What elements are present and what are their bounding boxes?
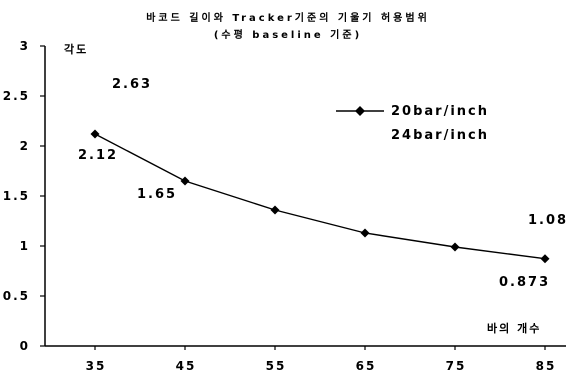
y-axis-label: 각도 <box>64 43 89 56</box>
data-point-marker <box>360 228 370 238</box>
y-tick-label: 0.5 <box>3 289 30 303</box>
x-tick-label: 35 <box>86 359 107 373</box>
legend-marker <box>355 106 365 116</box>
x-tick-label: 65 <box>356 359 377 373</box>
y-tick-label: 2 <box>20 139 30 153</box>
data-label: 1.65 <box>137 187 177 202</box>
chart-subtitle: (수평 baseline 기준) <box>213 30 363 41</box>
y-tick-label: 2.5 <box>3 89 30 103</box>
x-tick-label: 85 <box>536 359 557 373</box>
data-point-marker <box>540 254 550 264</box>
data-label: 2.63 <box>112 77 152 92</box>
chart-title: 바코드 길이와 Tracker기준의 기울기 허용범위 <box>146 13 430 24</box>
y-tick-label: 3 <box>20 39 30 53</box>
y-tick-label: 0 <box>20 339 30 353</box>
data-point-marker <box>450 242 460 252</box>
data-point-marker <box>90 129 100 139</box>
data-label: 1.08 <box>528 213 568 228</box>
data-point-marker <box>270 205 280 215</box>
legend-label: 24bar/inch <box>391 128 489 143</box>
x-tick-label: 45 <box>176 359 197 373</box>
data-label: 2.12 <box>78 148 118 163</box>
y-tick-label: 1 <box>20 239 30 253</box>
data-label: 0.873 <box>499 275 550 290</box>
series-line <box>94 133 546 260</box>
x-axis-label: 바의 개수 <box>487 322 542 335</box>
data-point-marker <box>180 176 190 186</box>
y-tick-label: 1.5 <box>3 189 30 203</box>
x-tick-label: 75 <box>446 359 467 373</box>
x-tick-label: 55 <box>266 359 287 373</box>
legend-label: 20bar/inch <box>391 104 489 119</box>
